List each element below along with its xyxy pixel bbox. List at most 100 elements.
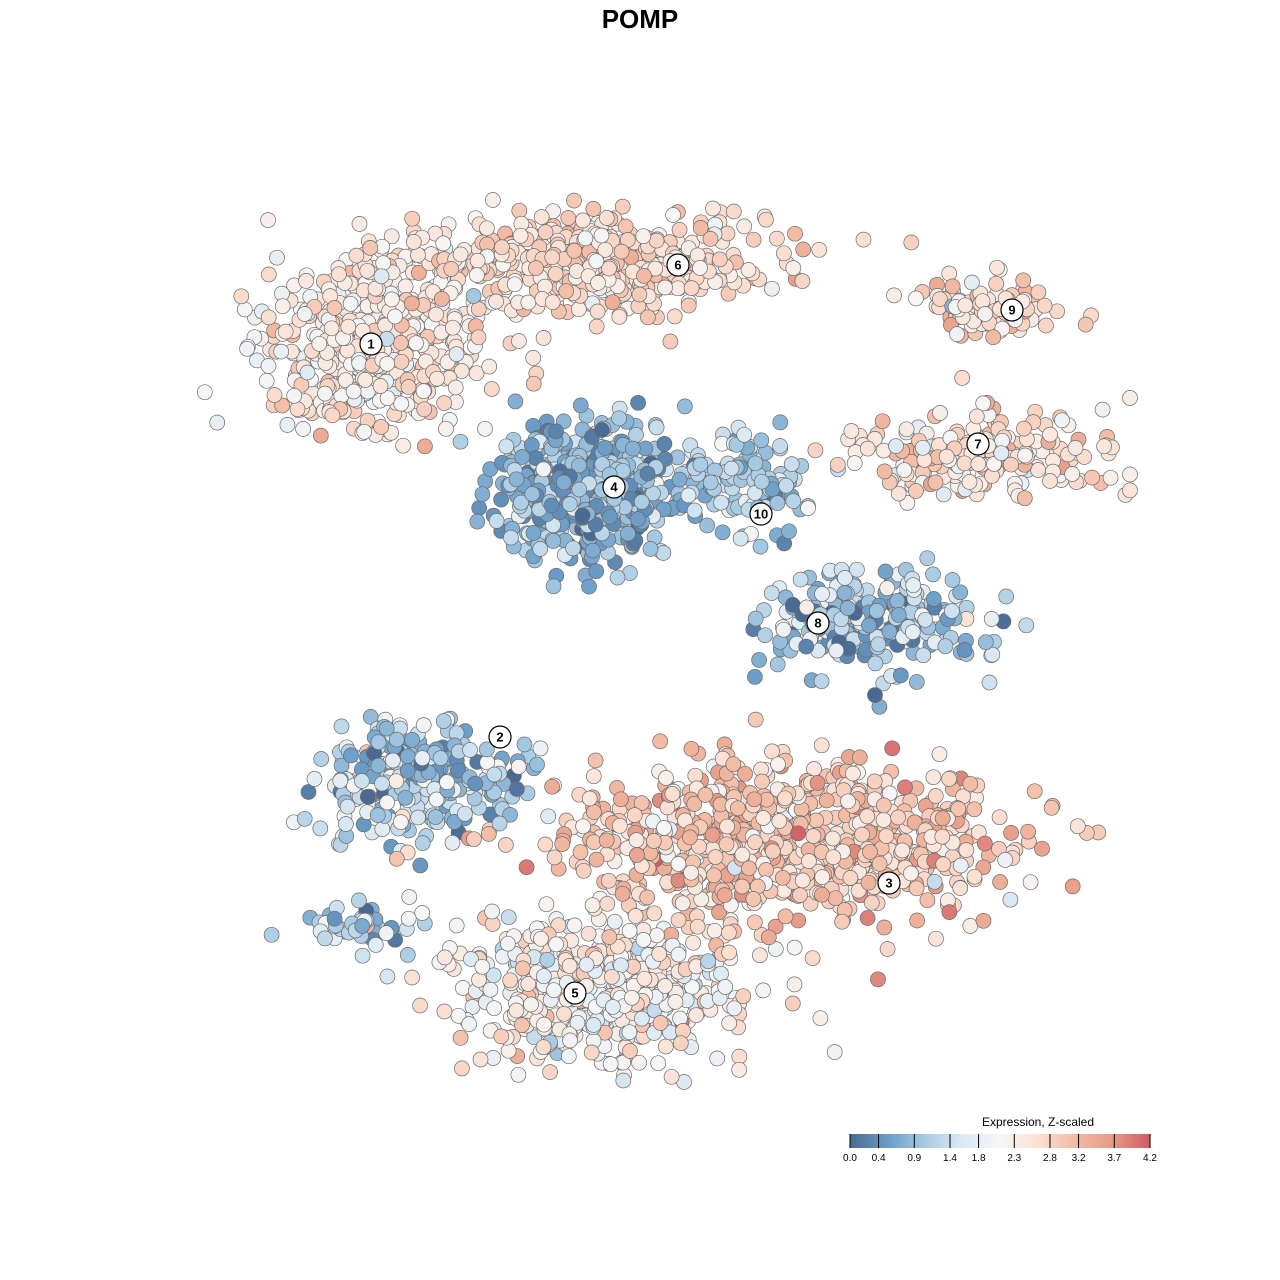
data-point bbox=[934, 810, 951, 827]
data-point bbox=[462, 742, 478, 758]
data-point bbox=[611, 308, 628, 325]
cluster-label-8: 8 bbox=[806, 611, 830, 635]
data-point bbox=[393, 395, 410, 412]
data-point bbox=[934, 828, 951, 845]
data-point bbox=[345, 383, 362, 400]
data-point bbox=[558, 283, 575, 300]
data-point bbox=[469, 267, 485, 283]
data-point bbox=[628, 832, 645, 848]
data-point bbox=[633, 494, 650, 510]
data-point bbox=[764, 843, 781, 860]
data-point bbox=[269, 249, 285, 266]
data-point bbox=[811, 241, 828, 258]
data-point bbox=[575, 818, 591, 835]
data-point bbox=[798, 599, 815, 616]
data-point bbox=[317, 385, 333, 402]
data-point bbox=[871, 855, 888, 872]
data-point bbox=[809, 775, 826, 791]
data-point bbox=[792, 887, 808, 903]
data-point bbox=[332, 772, 349, 789]
data-point bbox=[826, 1044, 843, 1060]
data-point bbox=[764, 743, 780, 760]
data-point bbox=[807, 442, 824, 459]
data-point bbox=[925, 591, 942, 607]
data-point bbox=[555, 474, 572, 491]
data-point bbox=[624, 989, 640, 1006]
data-point bbox=[323, 320, 340, 337]
data-point bbox=[604, 968, 620, 985]
data-point bbox=[919, 892, 936, 909]
data-point bbox=[446, 814, 463, 830]
data-point bbox=[859, 910, 876, 926]
data-point bbox=[538, 896, 555, 913]
data-point bbox=[721, 924, 737, 941]
data-point bbox=[383, 291, 400, 308]
data-point bbox=[975, 912, 992, 929]
data-point bbox=[584, 542, 601, 559]
data-point bbox=[548, 423, 564, 440]
data-point bbox=[375, 255, 392, 271]
data-point bbox=[566, 192, 582, 209]
data-point bbox=[706, 867, 722, 884]
data-point bbox=[435, 713, 452, 729]
data-point bbox=[609, 569, 626, 586]
data-point bbox=[997, 852, 1014, 868]
data-point bbox=[974, 293, 991, 310]
data-point bbox=[598, 832, 615, 849]
data-point bbox=[905, 577, 922, 594]
data-point bbox=[851, 749, 868, 766]
data-point bbox=[870, 971, 886, 988]
data-point bbox=[689, 918, 706, 935]
data-point bbox=[274, 298, 291, 315]
data-point bbox=[374, 821, 391, 837]
data-point bbox=[814, 869, 831, 885]
data-point bbox=[937, 638, 954, 655]
data-point bbox=[672, 1035, 689, 1052]
data-point bbox=[354, 773, 370, 789]
data-point bbox=[648, 419, 665, 436]
cluster-label-text: 3 bbox=[885, 876, 892, 891]
data-point bbox=[1067, 440, 1084, 456]
legend-tick-label: 0.0 bbox=[843, 1153, 857, 1164]
data-point bbox=[581, 578, 597, 595]
cluster-label-2: 2 bbox=[488, 725, 512, 749]
data-point bbox=[711, 904, 727, 921]
data-point bbox=[565, 540, 581, 557]
data-point bbox=[747, 610, 764, 627]
data-point bbox=[370, 734, 387, 751]
data-point bbox=[944, 603, 960, 619]
data-point bbox=[611, 410, 627, 427]
cluster-labels: 1 6 9 7 4 10 8 2 3 5 bbox=[359, 253, 1024, 1005]
data-point bbox=[956, 455, 973, 472]
data-point bbox=[964, 274, 980, 291]
data-point bbox=[383, 228, 400, 245]
data-point bbox=[542, 1064, 558, 1080]
data-point bbox=[688, 1007, 705, 1024]
data-point bbox=[560, 1048, 577, 1065]
data-point bbox=[417, 438, 433, 455]
data-point bbox=[968, 408, 985, 425]
data-point bbox=[716, 887, 733, 903]
data-point bbox=[354, 918, 371, 934]
data-point bbox=[747, 669, 763, 685]
data-point bbox=[537, 836, 554, 853]
data-point bbox=[692, 220, 709, 236]
data-point bbox=[444, 834, 461, 851]
data-point bbox=[639, 465, 656, 482]
data-point bbox=[915, 647, 932, 664]
data-point bbox=[886, 287, 902, 304]
data-point bbox=[439, 774, 455, 791]
data-point bbox=[566, 917, 583, 934]
color-legend: Expression, Z-scaled 0.0 0.4 0.9 1.4 1.8 2.3 2… bbox=[843, 1115, 1157, 1164]
data-point bbox=[800, 500, 816, 516]
data-point bbox=[977, 835, 993, 852]
data-point bbox=[388, 850, 405, 867]
data-point bbox=[403, 295, 420, 312]
data-point bbox=[812, 1010, 829, 1027]
data-point bbox=[707, 849, 724, 865]
data-point bbox=[572, 397, 589, 414]
data-point bbox=[1002, 891, 1019, 908]
data-point bbox=[890, 485, 907, 502]
data-point bbox=[650, 1055, 667, 1072]
cluster-label-3: 3 bbox=[877, 871, 901, 895]
